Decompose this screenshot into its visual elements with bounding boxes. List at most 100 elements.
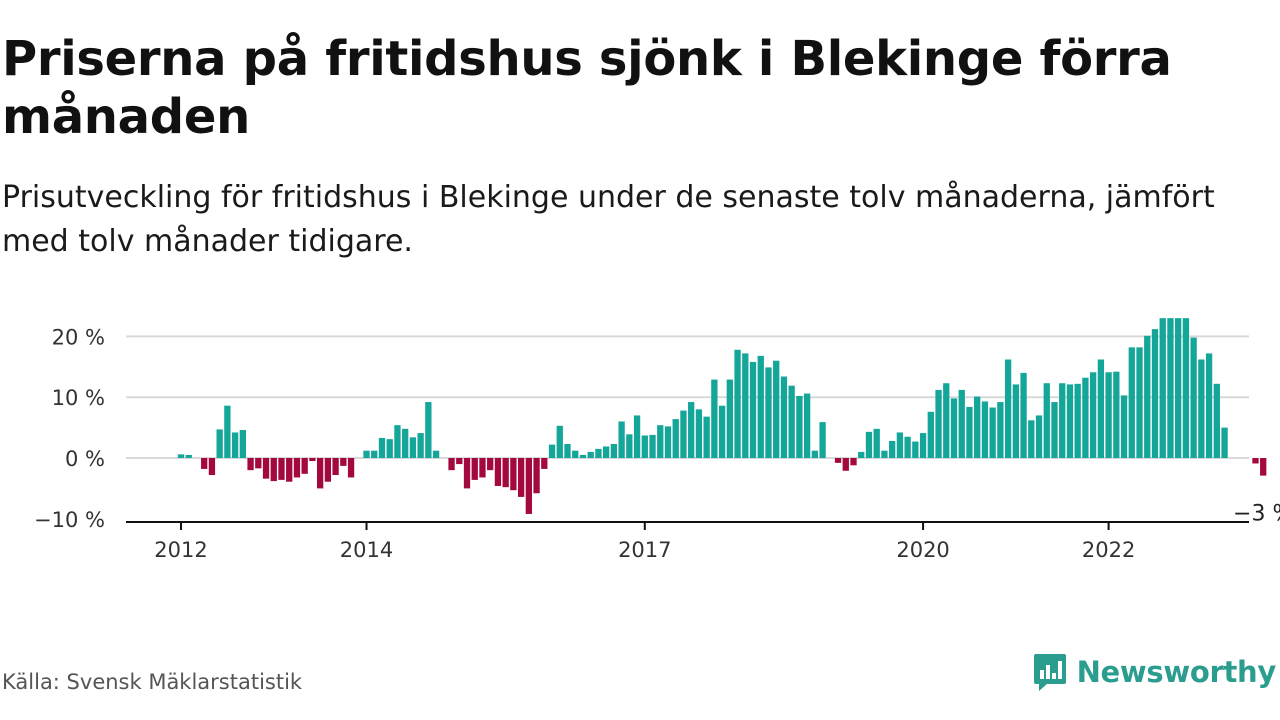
bar bbox=[1136, 347, 1143, 458]
bar bbox=[1105, 372, 1112, 458]
bar bbox=[873, 428, 880, 458]
bar bbox=[1151, 329, 1159, 458]
bar bbox=[1028, 420, 1035, 458]
bar bbox=[788, 385, 795, 458]
bar bbox=[718, 405, 726, 458]
bar bbox=[773, 360, 780, 458]
bar bbox=[1198, 359, 1205, 458]
bar bbox=[224, 405, 231, 458]
bar bbox=[1113, 371, 1120, 458]
bar bbox=[726, 379, 733, 458]
bar bbox=[664, 426, 672, 458]
bar bbox=[981, 401, 989, 458]
bar bbox=[865, 431, 873, 458]
bar bbox=[579, 454, 587, 458]
bar bbox=[680, 410, 687, 458]
bar bbox=[919, 433, 927, 458]
bar bbox=[1097, 359, 1105, 458]
bar bbox=[896, 432, 904, 458]
bar bbox=[974, 396, 981, 458]
bar bbox=[177, 454, 185, 458]
bar bbox=[1175, 318, 1182, 458]
bar bbox=[595, 448, 602, 458]
bar bbox=[231, 432, 239, 458]
bar bbox=[378, 437, 386, 458]
bar bbox=[239, 430, 246, 458]
bar bbox=[301, 458, 308, 474]
bar bbox=[1089, 372, 1097, 458]
bar bbox=[695, 409, 703, 458]
bar bbox=[255, 458, 262, 469]
bar bbox=[1020, 372, 1027, 458]
bar bbox=[1012, 384, 1019, 458]
bar bbox=[556, 425, 563, 458]
bar bbox=[278, 458, 285, 480]
bar bbox=[456, 458, 463, 465]
bar bbox=[610, 444, 618, 458]
y-axis-ticks: 20 % 10 % 0 % −10 % bbox=[34, 325, 105, 531]
bar bbox=[363, 450, 370, 458]
bar bbox=[1159, 318, 1166, 458]
source-note: Källa: Svensk Mäklarstatistik bbox=[2, 670, 303, 694]
bar bbox=[803, 393, 811, 458]
newsworthy-chart-bubble-icon bbox=[1033, 654, 1066, 691]
brand-name: Newsworthy bbox=[1076, 655, 1277, 689]
bar bbox=[711, 379, 718, 458]
bar bbox=[734, 349, 741, 458]
bar bbox=[618, 421, 625, 458]
bar bbox=[487, 458, 494, 471]
bar bbox=[1182, 318, 1190, 458]
bar bbox=[564, 444, 571, 458]
bar bbox=[340, 458, 347, 466]
bar bbox=[402, 428, 409, 458]
last-value-label: −3 % bbox=[1233, 502, 1280, 527]
bar bbox=[842, 458, 849, 471]
bar bbox=[657, 425, 664, 458]
bar-chart: 20 % 10 % 0 % −10 % 2012 2014 2017 2020 2022 −3… bbox=[34, 318, 1280, 562]
bar bbox=[332, 458, 339, 476]
bar bbox=[262, 458, 270, 479]
bar bbox=[347, 458, 355, 478]
bar bbox=[533, 458, 540, 494]
bar bbox=[286, 458, 293, 482]
bar bbox=[479, 458, 486, 478]
bar bbox=[324, 458, 332, 482]
bar bbox=[1167, 318, 1174, 458]
bar bbox=[371, 450, 378, 458]
bar bbox=[1221, 427, 1228, 458]
bar bbox=[1082, 377, 1089, 458]
bar bbox=[958, 389, 965, 458]
bar bbox=[1144, 335, 1151, 458]
bar bbox=[386, 439, 393, 458]
x-tick-label: 2012 bbox=[154, 538, 207, 562]
bar bbox=[1004, 359, 1012, 458]
bar bbox=[572, 450, 579, 458]
bar bbox=[417, 433, 424, 458]
x-tick-label: 2022 bbox=[1082, 538, 1135, 562]
brand: Newsworthy bbox=[1033, 652, 1276, 692]
bar bbox=[463, 458, 471, 489]
bar bbox=[966, 406, 973, 458]
bar bbox=[1213, 383, 1220, 458]
x-tick-label: 2017 bbox=[618, 538, 671, 562]
bar bbox=[1205, 353, 1213, 458]
chart-subtitle: Prisutveckling för fritidshus i Blekinge… bbox=[2, 180, 1215, 259]
bar bbox=[796, 395, 803, 458]
bar bbox=[1120, 395, 1128, 458]
bar bbox=[1252, 458, 1259, 464]
bar bbox=[208, 458, 216, 476]
bar bbox=[425, 402, 432, 458]
bar bbox=[510, 458, 517, 491]
bars bbox=[177, 318, 1267, 514]
bar bbox=[603, 446, 610, 458]
bar bbox=[749, 361, 757, 458]
bar bbox=[633, 415, 641, 458]
bar bbox=[858, 451, 865, 458]
bar bbox=[811, 450, 819, 458]
bar bbox=[641, 435, 648, 458]
bar bbox=[927, 411, 934, 458]
y-tick-label: −10 % bbox=[34, 508, 105, 532]
bar bbox=[316, 458, 324, 489]
bar bbox=[1051, 402, 1058, 458]
bar bbox=[548, 444, 556, 458]
